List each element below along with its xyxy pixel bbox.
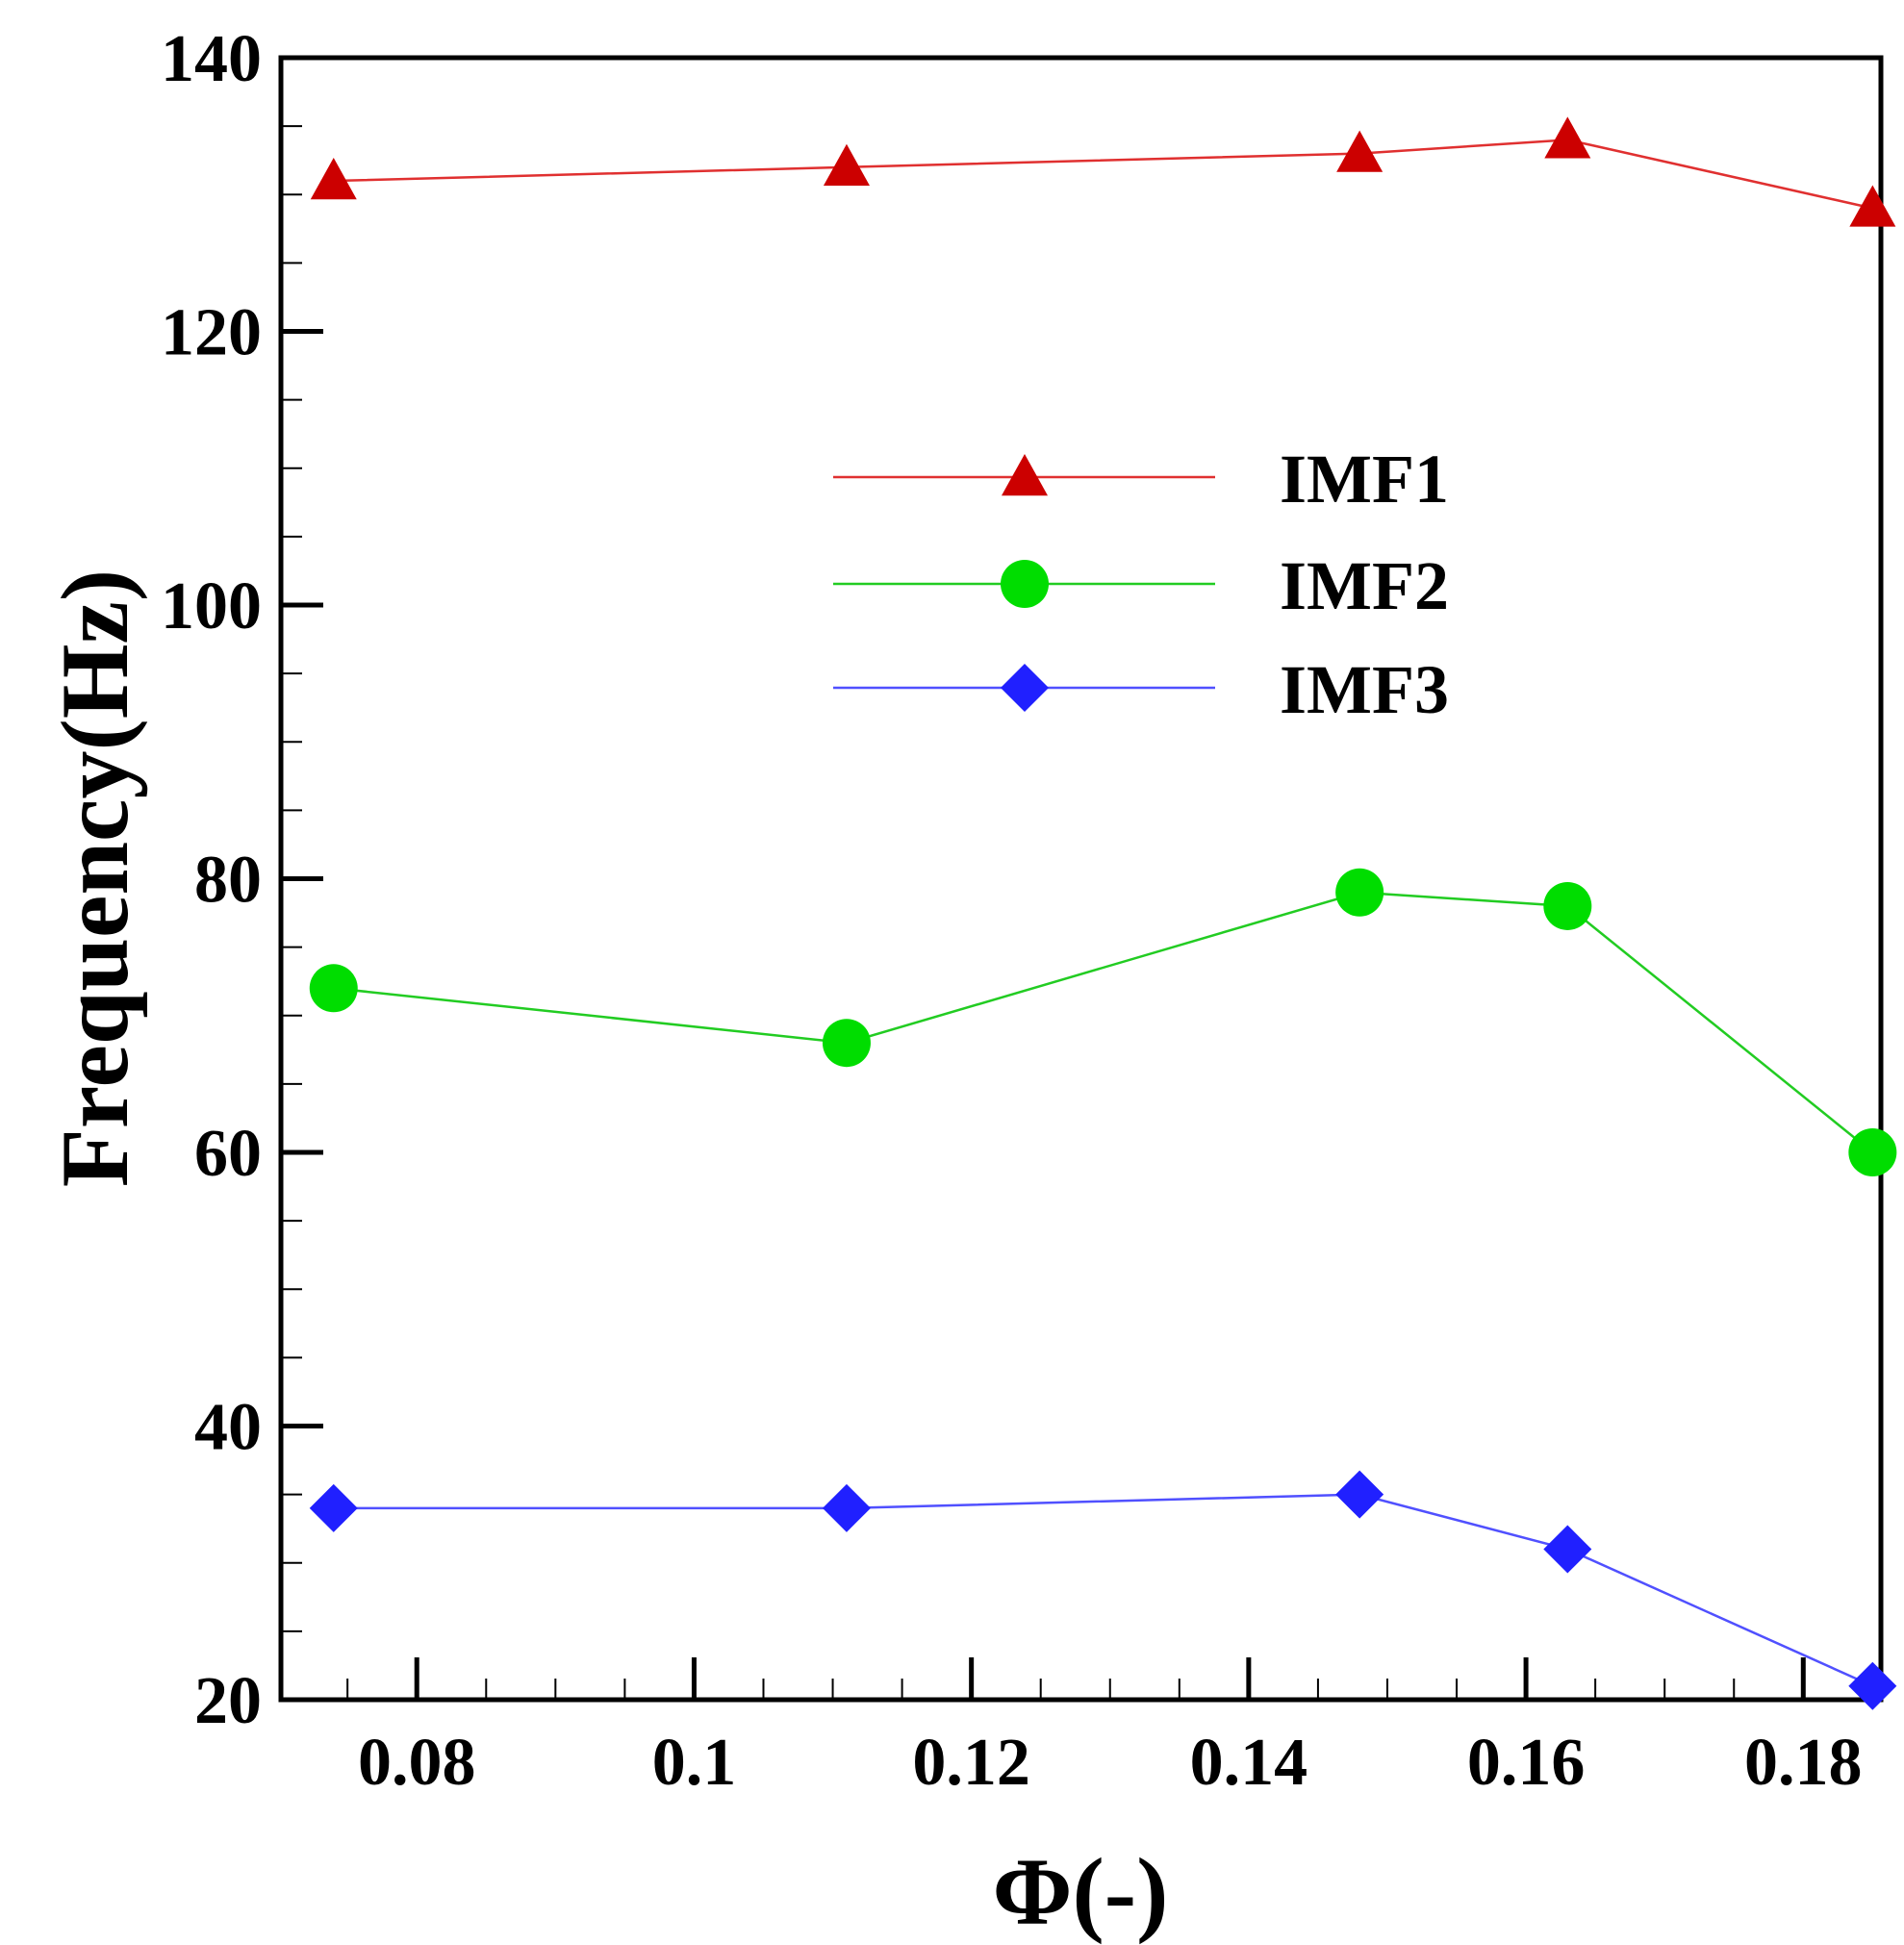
series-line-imf3 xyxy=(333,1493,1873,1687)
legend-marker-imf1 xyxy=(1002,454,1048,496)
x-tick-label: 0.12 xyxy=(912,1726,1030,1800)
data-point-imf1 xyxy=(823,143,870,186)
y-tick-label: 40 xyxy=(194,1391,262,1465)
data-point-imf3 xyxy=(1543,1525,1592,1574)
x-tick-label: 0.18 xyxy=(1744,1726,1863,1800)
data-point-imf1 xyxy=(1336,130,1384,172)
y-tick-label: 140 xyxy=(161,22,262,96)
data-point-imf1 xyxy=(1544,116,1591,159)
data-point-imf1 xyxy=(1849,185,1896,227)
y-tick-label: 60 xyxy=(194,1117,262,1191)
data-point-imf2 xyxy=(309,964,358,1013)
y-tick-label: 100 xyxy=(161,569,262,644)
x-tick-label: 0.08 xyxy=(358,1726,476,1800)
legend-label-imf2: IMF2 xyxy=(1280,547,1449,624)
legend-label-imf1: IMF1 xyxy=(1280,441,1449,518)
legend-marker-imf3 xyxy=(1001,664,1049,712)
y-axis-title: Frequency(Hz) xyxy=(41,569,148,1187)
y-tick-label: 120 xyxy=(161,296,262,370)
legend: IMF1 IMF2 IMF3 xyxy=(833,441,1449,728)
x-axis-title: Φ(-) xyxy=(993,1838,1169,1945)
plot-frame xyxy=(278,55,1884,1703)
data-point-imf2 xyxy=(822,1019,871,1068)
series-line-imf2 xyxy=(333,891,1874,1153)
series-layer xyxy=(309,116,1897,1710)
data-point-imf2 xyxy=(1543,881,1592,930)
data-point-imf1 xyxy=(310,158,357,200)
data-point-imf3 xyxy=(309,1483,358,1532)
legend-label-imf3: IMF3 xyxy=(1280,651,1449,728)
y-axis-ticks: 20 40 60 80 100 120 140 xyxy=(161,22,323,1738)
x-axis-ticks: 0.08 0.1 0.12 0.14 0.16 0.18 xyxy=(346,1657,1874,1800)
data-point-imf2 xyxy=(1335,868,1384,917)
data-point-imf3 xyxy=(1335,1470,1384,1519)
data-point-imf3 xyxy=(822,1483,871,1532)
x-tick-label: 0.1 xyxy=(652,1726,737,1800)
data-point-imf3 xyxy=(1848,1661,1897,1710)
data-point-imf2 xyxy=(1848,1128,1897,1176)
y-tick-label: 80 xyxy=(194,844,262,918)
x-tick-label: 0.16 xyxy=(1467,1726,1586,1800)
y-tick-label: 20 xyxy=(194,1664,262,1738)
series-line-imf1 xyxy=(333,139,1873,210)
x-tick-label: 0.14 xyxy=(1190,1726,1308,1800)
legend-marker-imf2 xyxy=(1001,560,1049,608)
